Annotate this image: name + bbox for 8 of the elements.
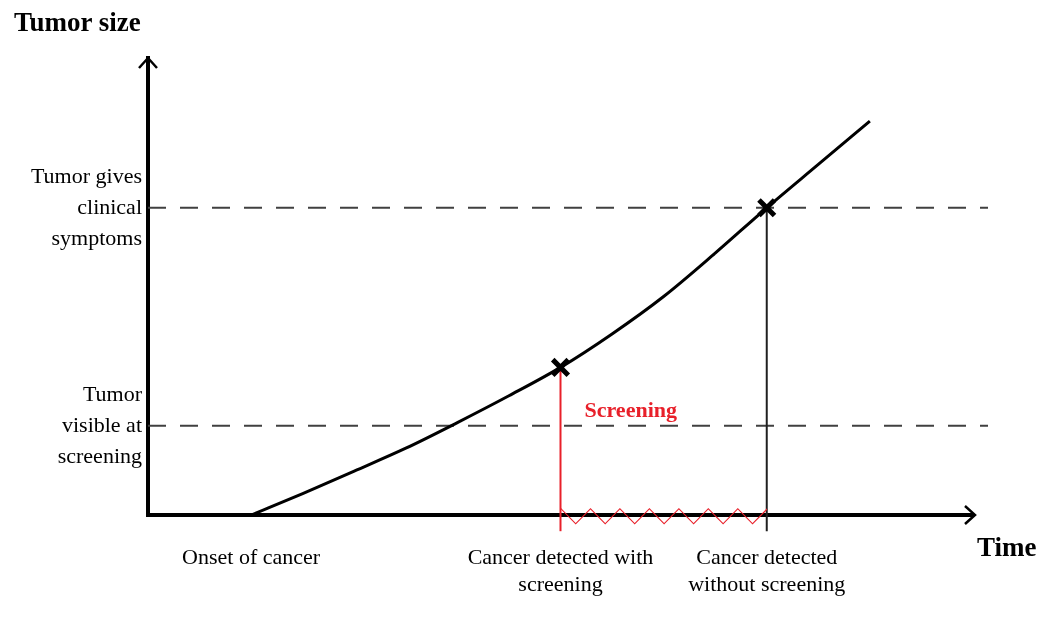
ref-line-label: Tumor gives clinical symptoms [30,162,142,250]
y-axis-title: Tumor size [14,6,141,37]
x-axis-title: Time [977,532,1037,563]
x-tick-label: Cancer detected without screening [688,544,846,596]
ref-line-label: Screening [584,396,677,422]
ref-line-label: Tumor visible at screening [57,380,143,468]
x-tick-label: Cancer detected with screening [467,544,654,596]
x-tick-label: Onset of cancer [182,544,321,570]
